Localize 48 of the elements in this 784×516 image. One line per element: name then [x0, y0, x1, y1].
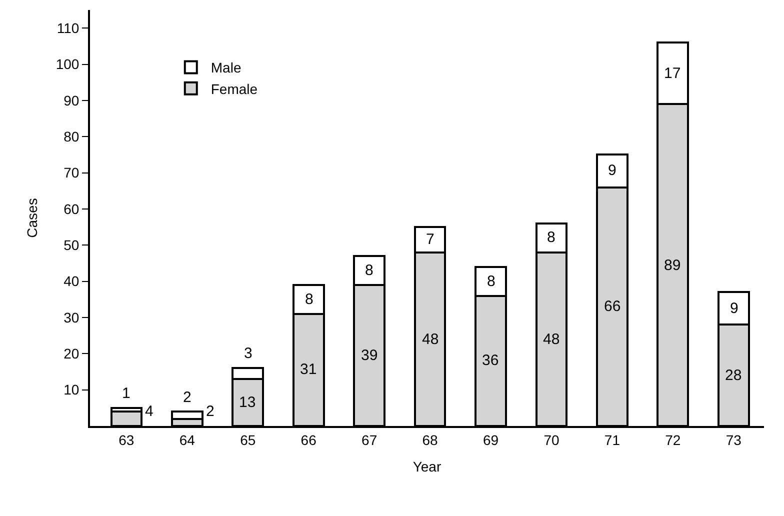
data-label: 2 [206, 403, 214, 420]
x-tick-label: 70 [544, 432, 560, 448]
data-label: 17 [664, 65, 681, 82]
data-label: 4 [145, 403, 154, 420]
data-label: 3 [244, 345, 252, 362]
y-tick-label: 50 [64, 237, 80, 254]
y-tick-label: 110 [56, 20, 80, 36]
data-label: 9 [608, 162, 616, 179]
data-label: 48 [422, 331, 439, 348]
data-label: 8 [365, 262, 374, 279]
x-tick-label: 71 [604, 432, 620, 448]
data-label: 9 [730, 300, 738, 317]
x-tick-label: 73 [726, 432, 742, 448]
y-tick-label: 100 [56, 56, 80, 72]
x-tick-label: 68 [422, 432, 438, 448]
x-tick-label: 63 [118, 432, 134, 448]
data-label: 36 [482, 352, 499, 369]
data-label: 8 [547, 229, 556, 246]
y-tick-label: 10 [64, 382, 80, 398]
data-label: 2 [183, 389, 192, 406]
x-axis-title: Year [412, 458, 442, 475]
data-label: 28 [725, 367, 742, 384]
data-label: 89 [664, 257, 681, 274]
data-label: 1 [122, 385, 130, 402]
y-tick-label: 60 [64, 200, 80, 217]
x-tick-label: 67 [362, 432, 378, 448]
x-tick-label: 66 [300, 432, 317, 448]
data-label: 31 [300, 361, 317, 378]
data-label: 39 [361, 347, 378, 364]
data-label: 48 [543, 331, 560, 348]
y-axis-title: Cases [24, 198, 40, 238]
y-tick-label: 30 [64, 309, 80, 326]
legend-label: Male [210, 60, 242, 76]
data-label: 66 [604, 298, 621, 315]
data-label: 8 [305, 291, 314, 308]
x-tick-label: 69 [482, 432, 499, 448]
x-tick-label: 65 [240, 432, 256, 448]
legend-label: Female [210, 80, 258, 97]
y-tick-label: 40 [64, 273, 80, 290]
x-tick-label: 64 [179, 432, 196, 448]
data-label: 8 [487, 273, 496, 290]
y-tick-label: 70 [64, 164, 80, 181]
data-label: 13 [239, 394, 256, 411]
data-label: 7 [426, 231, 434, 248]
y-tick-label: 20 [64, 346, 80, 362]
y-tick-label: 90 [64, 92, 80, 108]
x-tick-label: 72 [665, 432, 681, 448]
y-tick-label: 80 [64, 128, 80, 145]
